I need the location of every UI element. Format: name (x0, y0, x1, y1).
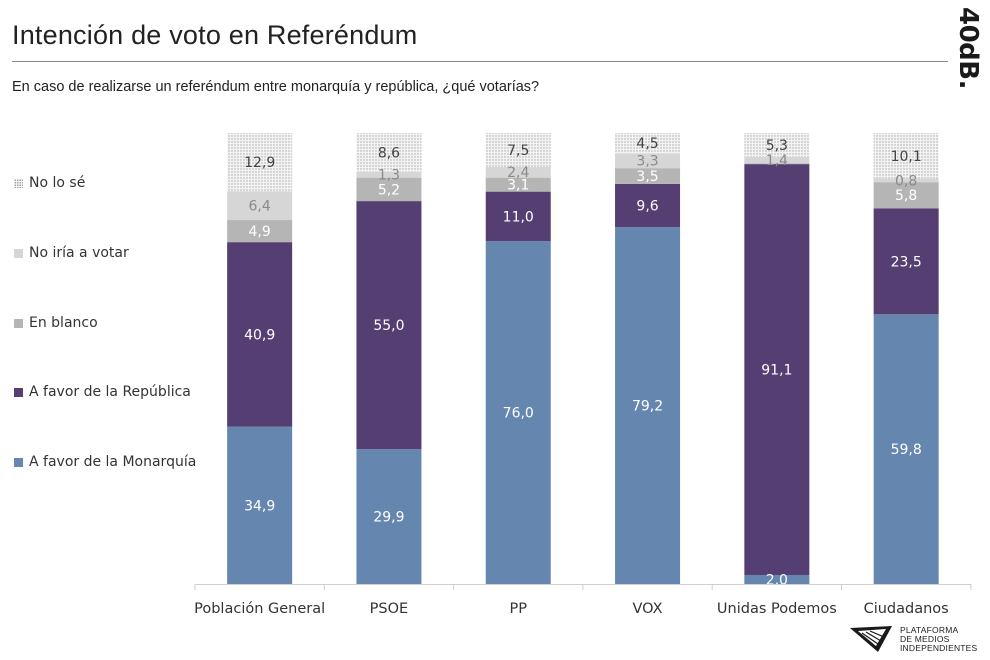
data-label: 4,9 (249, 224, 271, 240)
x-tick-label: PSOE (370, 601, 409, 617)
bar-segment-a-favor-de-la-rep-blica-vox (615, 183, 681, 228)
bar-segment-no-ir-a-a-votar-ciudadanos (873, 178, 939, 183)
bar-segment-no-ir-a-a-votar-vox (615, 153, 681, 169)
footer-logo-line: INDEPENDIENTES (900, 642, 978, 653)
data-label: 1,4 (766, 153, 788, 169)
data-label: 7,5 (507, 143, 529, 159)
bar-segment-no-ir-a-a-votar-unidas-podemos (744, 156, 810, 164)
x-tick-label: Población General (194, 601, 325, 617)
data-label: 6,4 (249, 199, 271, 215)
data-label: 29,9 (373, 510, 404, 526)
legend-swatch-icon (14, 318, 23, 328)
bar-segment-en-blanco-unidas-podemos (744, 163, 810, 165)
bar-segment-a-favor-de-la-monarqu-a-pp (485, 241, 551, 585)
data-label: 79,2 (632, 399, 663, 415)
title-divider (12, 61, 948, 62)
legend-label: En blanco (29, 315, 98, 331)
bar-segment-no-lo-s--poblaci-n-general (227, 133, 293, 192)
bar-segment-a-favor-de-la-rep-blica-ciudadanos (873, 208, 939, 315)
bar-segment-no-lo-s--vox (615, 133, 681, 154)
bar-segment-a-favor-de-la-monarqu-a-ciudadanos (873, 314, 939, 584)
legend-swatch-icon (14, 457, 23, 467)
data-label: 4,5 (636, 136, 658, 152)
data-label: 8,6 (378, 145, 400, 161)
bar-segment-no-lo-s--pp (485, 133, 551, 167)
bar-segment-en-blanco-psoe (356, 177, 422, 202)
data-label: 5,8 (895, 188, 917, 204)
bar-segment-en-blanco-vox (615, 168, 681, 184)
bar-segment-a-favor-de-la-monarqu-a-poblaci-n-general (227, 426, 293, 584)
data-label: 23,5 (891, 254, 922, 270)
footer-logo-text: PLATAFORMA DE MEDIOS INDEPENDIENTES (900, 624, 978, 653)
bar-segment-en-blanco-poblaci-n-general (227, 220, 293, 243)
data-label: 2,4 (507, 165, 529, 181)
data-label: 10,1 (891, 149, 922, 165)
legend-item-no-lo-se: No lo sé (14, 175, 85, 191)
bar-segment-a-favor-de-la-rep-blica-pp (485, 191, 551, 242)
x-tick-label: Ciudadanos (864, 601, 949, 617)
bar-segment-no-ir-a-a-votar-pp (485, 166, 551, 178)
bar-segment-a-favor-de-la-monarqu-a-unidas-podemos (744, 574, 810, 584)
footer-logo: PLATAFORMA DE MEDIOS INDEPENDIENTES (848, 624, 977, 654)
x-tick-label: VOX (633, 601, 663, 617)
data-label: 1,3 (378, 168, 400, 184)
legend-label: A favor de la República (29, 384, 191, 400)
legend-label: No iría a votar (29, 245, 129, 261)
legend-item-no-iria: No iría a votar (14, 245, 129, 261)
data-label: 34,9 (244, 498, 275, 514)
bar-segment-en-blanco-pp (485, 177, 551, 192)
data-label: 3,5 (636, 169, 658, 185)
data-label: 12,9 (244, 155, 275, 171)
bar-segment-no-ir-a-a-votar-poblaci-n-general (227, 191, 293, 221)
legend-label: No lo sé (29, 175, 86, 191)
bar-segment-no-lo-s--unidas-podemos (744, 133, 810, 157)
bar-segment-a-favor-de-la-rep-blica-poblaci-n-general (227, 242, 293, 427)
paper-plane-icon (850, 626, 892, 652)
data-label: 0,8 (895, 173, 917, 189)
bar-segment-a-favor-de-la-monarqu-a-psoe (356, 449, 422, 584)
x-tick-label: PP (510, 601, 528, 617)
data-label: 11,0 (503, 209, 534, 225)
legend-item-monarquia: A favor de la Monarquía (14, 454, 196, 470)
footer-logo-line: DE MEDIOS (900, 633, 950, 644)
data-label: 3,1 (507, 178, 529, 194)
data-label: 76,0 (503, 406, 534, 422)
chart-title: Intención de voto en Referéndum (12, 20, 418, 50)
data-label: 55,0 (373, 318, 404, 334)
data-label: 9,6 (636, 199, 658, 215)
bar-segment-a-favor-de-la-monarqu-a-vox (615, 227, 681, 584)
footer-logo-line: PLATAFORMA (900, 624, 959, 635)
data-label: 5,2 (378, 182, 400, 198)
data-label: 40,9 (244, 327, 275, 343)
bar-segment-no-ir-a-a-votar-psoe (356, 171, 422, 178)
legend-swatch-icon (14, 387, 23, 397)
data-label: 3,3 (636, 154, 658, 170)
bar-segment-a-favor-de-la-rep-blica-unidas-podemos (744, 164, 810, 575)
data-label: 91,1 (761, 363, 792, 379)
bar-segment-no-lo-s--psoe (356, 133, 422, 172)
x-tick-label: Unidas Podemos (717, 601, 837, 617)
legend-swatch-dotted-icon (14, 178, 23, 188)
data-label: 5,3 (766, 138, 788, 154)
chart-subtitle: En caso de realizarse un referéndum entr… (12, 79, 540, 95)
legend-item-republica: A favor de la República (14, 384, 191, 400)
data-label: 2,0 (766, 572, 788, 588)
bar-segment-no-lo-s--ciudadanos (873, 133, 939, 179)
legend-swatch-icon (14, 248, 23, 258)
bar-segment-a-favor-de-la-rep-blica-psoe (356, 201, 422, 450)
legend-label: A favor de la Monarquía (29, 454, 197, 470)
legend-item-en-blanco: En blanco (14, 315, 98, 331)
data-label: 59,8 (891, 442, 922, 458)
bar-segment-en-blanco-ciudadanos (873, 182, 939, 209)
